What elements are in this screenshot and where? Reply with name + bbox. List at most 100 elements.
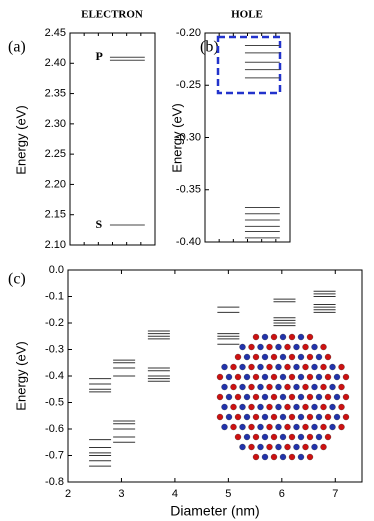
y-tick-label: -0.4	[45, 370, 64, 382]
atom	[302, 403, 309, 411]
nanocrystal-inset	[216, 333, 350, 461]
atom	[257, 363, 264, 371]
atom	[234, 373, 242, 381]
y-tick-label: -0.2	[45, 317, 64, 329]
atom	[284, 403, 291, 411]
atom	[315, 433, 323, 441]
atom	[279, 393, 287, 401]
atom	[248, 423, 255, 431]
atom	[243, 433, 251, 441]
atom	[288, 413, 296, 421]
atom	[306, 373, 314, 381]
atom	[252, 413, 260, 421]
atom	[239, 423, 246, 431]
atom	[221, 403, 228, 411]
atom	[311, 383, 318, 391]
atom	[315, 353, 323, 361]
atom	[342, 413, 350, 421]
x-tick-label: 5	[225, 488, 231, 500]
atom	[225, 393, 233, 401]
atom	[266, 363, 273, 371]
atom	[293, 343, 300, 351]
atom	[302, 383, 309, 391]
panel-label: (b)	[200, 39, 219, 56]
atom	[288, 353, 296, 361]
atom	[239, 383, 246, 391]
atom	[252, 333, 260, 341]
atom	[302, 343, 309, 351]
atom	[288, 393, 296, 401]
atom	[275, 383, 282, 391]
atom	[320, 403, 327, 411]
atom	[216, 373, 224, 381]
x-tick-label: 7	[332, 488, 338, 500]
atom	[293, 383, 300, 391]
atom	[324, 393, 332, 401]
atom	[324, 353, 332, 361]
y-tick-label: -0.40	[176, 236, 201, 248]
y-tick-label: -0.35	[176, 184, 201, 196]
atom	[288, 333, 296, 341]
atom	[297, 453, 305, 461]
atom	[248, 363, 255, 371]
atom	[279, 433, 287, 441]
x-tick-label: 4	[172, 488, 178, 500]
atom	[306, 393, 314, 401]
y-tick-label: -0.7	[45, 449, 64, 461]
y-tick-label: 2.15	[45, 209, 66, 221]
atom	[252, 453, 260, 461]
atom	[225, 373, 233, 381]
atom	[221, 383, 228, 391]
atom	[266, 383, 273, 391]
atom	[338, 403, 345, 411]
atom	[239, 363, 246, 371]
title-b: HOLE	[231, 9, 263, 21]
atom	[239, 343, 246, 351]
atom	[302, 423, 309, 431]
y-tick-label: 2.45	[45, 27, 66, 39]
y-tick-label: 2.10	[45, 239, 66, 251]
atom	[266, 423, 273, 431]
atom	[270, 373, 278, 381]
atom	[297, 353, 305, 361]
atom	[257, 403, 264, 411]
y-tick-label: -0.6	[45, 423, 64, 435]
panel-label: (a)	[8, 39, 26, 56]
atom	[261, 433, 269, 441]
atom	[306, 333, 314, 341]
atom	[306, 433, 314, 441]
atom	[333, 413, 341, 421]
atom	[288, 433, 296, 441]
y-tick-label: 2.40	[45, 57, 66, 69]
atom	[284, 363, 291, 371]
atom	[315, 373, 323, 381]
atom	[324, 413, 332, 421]
atom	[257, 383, 264, 391]
atom	[311, 363, 318, 371]
atom	[234, 433, 242, 441]
atom	[261, 453, 269, 461]
y-axis-label: Energy (eV)	[169, 103, 184, 172]
atom	[275, 403, 282, 411]
level-annotation: P	[96, 49, 103, 63]
atom	[248, 403, 255, 411]
atom	[306, 453, 314, 461]
atom	[257, 423, 264, 431]
atom	[221, 423, 228, 431]
atom	[234, 353, 242, 361]
highlight-box	[216, 35, 282, 95]
atom	[288, 373, 296, 381]
atom	[329, 423, 336, 431]
atom	[243, 353, 251, 361]
atom	[329, 363, 336, 371]
atom	[338, 383, 345, 391]
title-a: ELECTRON	[81, 9, 143, 21]
y-tick-label: -0.25	[176, 79, 201, 91]
atom	[252, 433, 260, 441]
atom	[216, 413, 224, 421]
plot-frame	[69, 32, 156, 246]
atom	[221, 363, 228, 371]
atom	[297, 413, 305, 421]
atom	[293, 403, 300, 411]
